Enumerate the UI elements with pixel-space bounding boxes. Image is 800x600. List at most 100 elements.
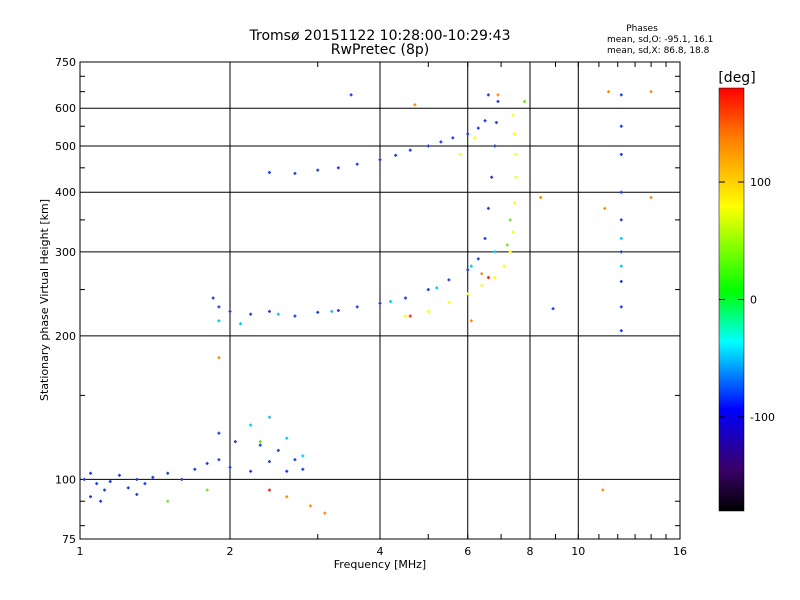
data-point (649, 195, 653, 199)
data-point (293, 458, 297, 462)
data-point (267, 415, 271, 419)
data-point (451, 136, 455, 140)
data-point (466, 292, 470, 296)
data-point (267, 460, 271, 464)
data-point (151, 475, 155, 479)
axis-ticks (79, 62, 681, 539)
data-point (285, 495, 289, 499)
x-tick-label: 2 (227, 545, 234, 558)
data-point (483, 236, 487, 240)
data-point (619, 279, 623, 283)
x-axis-label: Frequency [MHz] (334, 558, 426, 571)
y-tick-label: 300 (55, 246, 76, 259)
data-point (619, 190, 623, 194)
data-point (435, 286, 439, 290)
data-point (293, 314, 297, 318)
x-tick-label: 1 (77, 545, 84, 558)
data-point (480, 272, 484, 276)
colorbar-tick-label: 0 (750, 294, 757, 307)
chart-title: Tromsø 20151122 10:28:00-10:29:43 (249, 28, 511, 44)
data-point (458, 152, 462, 156)
data-point (301, 467, 305, 471)
data-point (514, 152, 518, 156)
phases-title: Phases (626, 24, 658, 34)
data-point (103, 488, 107, 492)
data-point (466, 132, 470, 136)
data-point (473, 136, 477, 140)
data-point (426, 309, 430, 313)
data-point (493, 276, 497, 280)
data-point (233, 440, 237, 444)
data-point (99, 499, 103, 503)
data-point (330, 309, 334, 313)
data-point (469, 264, 473, 268)
data-point (355, 162, 359, 166)
data-point (205, 488, 209, 492)
data-point (336, 308, 340, 312)
data-point (267, 170, 271, 174)
data-point (447, 300, 451, 304)
data-point (89, 495, 93, 499)
chart-subtitle: RwPretec (8p) (331, 42, 429, 58)
data-point (228, 309, 232, 313)
y-tick-labels: 75 100 200 300 400 500 600 750 (55, 56, 76, 546)
y-tick-label: 75 (62, 533, 76, 546)
data-point (603, 206, 607, 210)
data-point (89, 471, 93, 475)
data-point (607, 90, 611, 94)
data-point (601, 488, 605, 492)
data-point (108, 479, 112, 483)
data-point (135, 492, 139, 496)
data-point (267, 488, 271, 492)
data-point (316, 310, 320, 314)
data-point (217, 319, 221, 323)
data-point (316, 168, 320, 172)
data-point (619, 236, 623, 240)
data-point (239, 322, 243, 326)
data-point (166, 471, 170, 475)
y-tick-label: 100 (55, 473, 76, 486)
data-point (285, 469, 289, 473)
data-point (285, 436, 289, 440)
colorbar-label: [deg] (718, 70, 755, 86)
data-point (426, 144, 430, 148)
data-point (619, 124, 623, 128)
data-point (619, 305, 623, 309)
data-point (217, 431, 221, 435)
data-point (493, 144, 497, 148)
y-tick-label: 600 (55, 102, 76, 115)
data-point (486, 93, 490, 97)
y-tick-label: 400 (55, 186, 76, 199)
data-point (249, 423, 253, 427)
data-point (514, 175, 518, 179)
data-point (193, 467, 197, 471)
data-points (82, 90, 653, 515)
colorbar-ticks: 100 0 -100 (719, 176, 775, 424)
data-point (82, 477, 86, 481)
data-point (486, 206, 490, 210)
grid (80, 62, 680, 539)
x-tick-label: 16 (673, 545, 687, 558)
data-point (143, 482, 147, 486)
colorbar-tick-label: 100 (750, 176, 771, 189)
data-point (258, 440, 262, 444)
data-point (619, 93, 623, 97)
data-point (476, 126, 480, 130)
y-tick-label: 500 (55, 140, 76, 153)
data-point (408, 314, 412, 318)
data-point (403, 296, 407, 300)
data-point (336, 166, 340, 170)
x-tick-label: 8 (527, 545, 534, 558)
data-point (166, 499, 170, 503)
y-tick-label: 750 (55, 56, 76, 69)
data-point (217, 356, 221, 360)
data-point (217, 305, 221, 309)
data-point (276, 312, 280, 316)
data-point (502, 264, 506, 268)
x-tick-label: 6 (464, 545, 471, 558)
data-point (258, 443, 262, 447)
data-point (619, 218, 623, 222)
data-point (323, 511, 327, 515)
x-tick-labels: 1 2 4 6 8 10 16 (77, 545, 688, 558)
